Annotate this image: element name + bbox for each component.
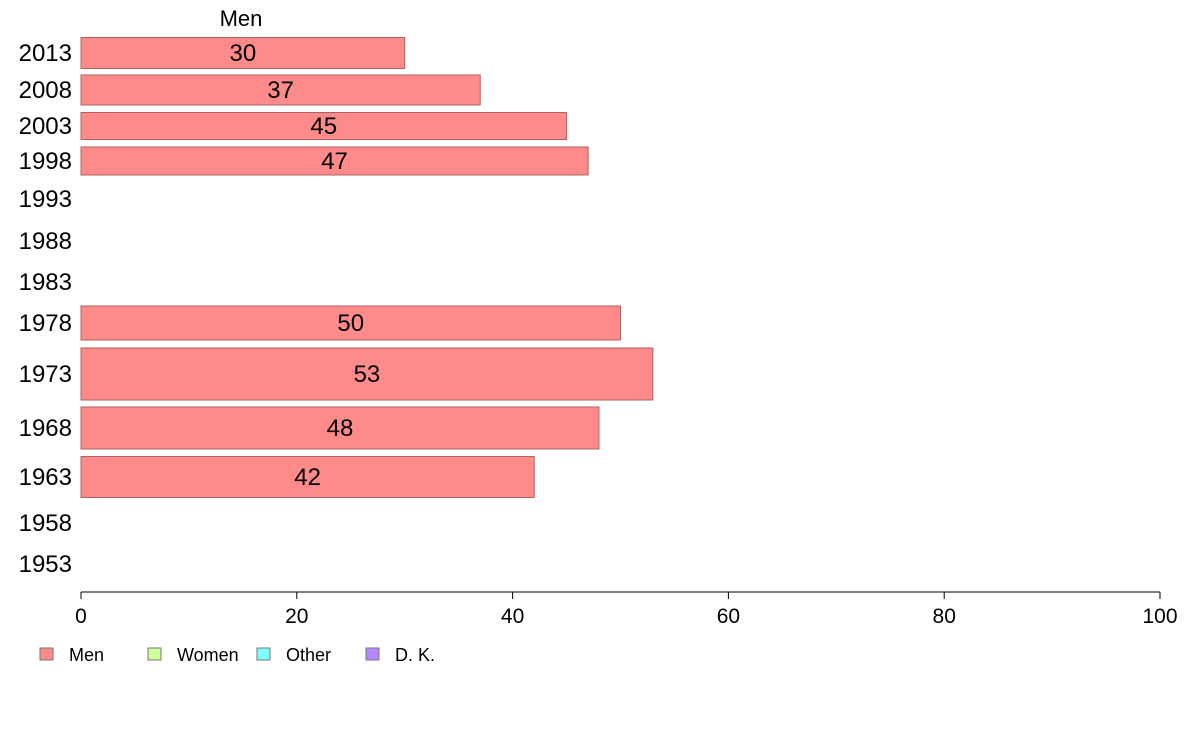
category-label-2008: 2008	[19, 77, 72, 104]
x-tick-label-0: 0	[75, 605, 87, 628]
x-tick-label-40: 40	[501, 605, 524, 628]
data-label-1998: 47	[321, 148, 348, 175]
category-label-1988: 1988	[19, 228, 72, 255]
legend-label-other: Other	[286, 645, 331, 665]
legend-label-men: Men	[69, 645, 104, 665]
data-label-2008: 37	[267, 77, 294, 104]
bar-1973	[80, 347, 654, 401]
x-tick-label-100: 100	[1142, 605, 1177, 628]
x-axis: 0 20 40 60 80 100	[75, 591, 1178, 628]
data-label-2003: 45	[310, 113, 337, 140]
data-label-1963: 42	[294, 464, 321, 491]
data-label-1968: 48	[327, 415, 354, 442]
bar-2008	[80, 74, 481, 106]
legend-swatch-other	[256, 647, 271, 661]
category-label-1978: 1978	[19, 310, 72, 337]
category-label-1958: 1958	[19, 510, 72, 537]
category-label-1998: 1998	[19, 148, 72, 175]
bar-2003	[80, 112, 568, 140]
legend-swatch-men	[39, 647, 54, 661]
series-header: Men	[220, 6, 263, 31]
x-tick-label-80: 80	[933, 605, 956, 628]
bar-2013	[80, 37, 406, 69]
x-tick-label-20: 20	[285, 605, 308, 628]
category-label-1963: 1963	[19, 464, 72, 491]
category-label-1973: 1973	[19, 361, 72, 388]
category-label-1993: 1993	[19, 186, 72, 213]
bar-1963	[80, 456, 535, 498]
bar-1998	[80, 146, 589, 176]
bar-1968	[80, 406, 600, 450]
data-label-2013: 30	[229, 40, 256, 67]
x-tick-label-60: 60	[717, 605, 740, 628]
category-labels: 2013 2008 2003 1998 1993 1988 1983 1978 1973 1968…	[19, 40, 72, 578]
legend-swatch-women	[147, 647, 162, 661]
legend-swatch-d-k	[365, 647, 380, 661]
legend: Men Women Other D. K.	[39, 645, 435, 665]
data-label-1973: 53	[354, 361, 381, 388]
category-label-1983: 1983	[19, 269, 72, 296]
data-label-1978: 50	[337, 310, 364, 337]
legend-label-d-k: D. K.	[395, 645, 435, 665]
category-label-2013: 2013	[19, 40, 72, 67]
category-label-1968: 1968	[19, 415, 72, 442]
bar-1978	[80, 305, 621, 341]
category-label-1953: 1953	[19, 551, 72, 578]
legend-label-women: Women	[177, 645, 239, 665]
category-label-2003: 2003	[19, 113, 72, 140]
